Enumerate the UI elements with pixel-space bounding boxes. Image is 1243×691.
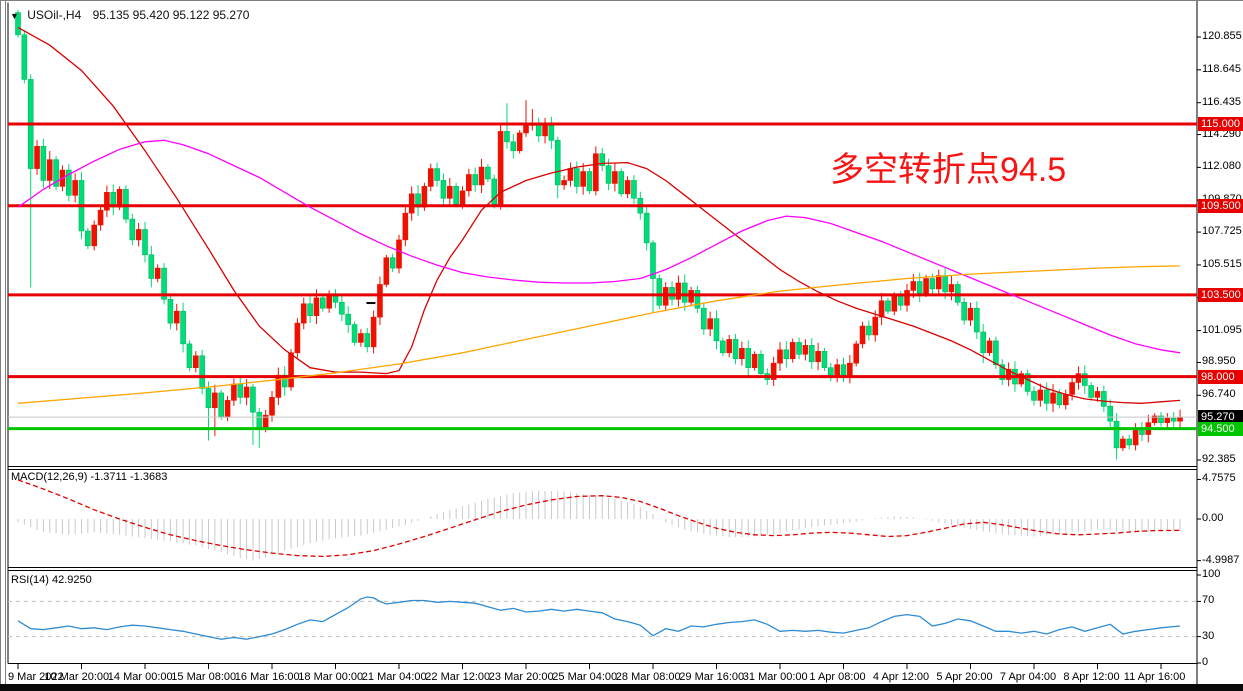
- macd-histogram: [17, 490, 1181, 561]
- level-price-badge: 115.000: [1198, 116, 1243, 131]
- price-label: 105.515: [1202, 257, 1242, 270]
- ma-line-red: [17, 26, 1181, 404]
- rsi-indicator-label: RSI(14) 42.9250: [11, 574, 92, 586]
- ma-line-orange: [17, 265, 1181, 404]
- level-price-badge: 98.000: [1198, 369, 1243, 384]
- time-label: 16 Mar 16:00: [234, 671, 300, 683]
- price-label: 98.950: [1202, 355, 1236, 368]
- time-label: 1 Apr 08:00: [809, 671, 866, 683]
- price-label: 92.385: [1202, 453, 1236, 465]
- time-label: 23 Mar 20:00: [488, 671, 554, 683]
- time-label: 5 Apr 20:00: [936, 671, 993, 683]
- time-label: 4 Apr 12:00: [872, 671, 930, 683]
- main-price-panel[interactable]: [8, 9, 1197, 460]
- annotation-text[interactable]: 多空转折点94.5: [830, 151, 1067, 189]
- macd-indicator-label: MACD(12,26,9) -1.3711 -1.3683: [11, 471, 168, 483]
- price-label: 120.855: [1202, 30, 1242, 42]
- time-label: 31 Mar 00:00: [742, 671, 808, 683]
- time-label: 10 Mar 20:00: [44, 671, 110, 683]
- symbol-dropdown-icon[interactable]: ▼: [10, 11, 19, 21]
- time-label: 21 Mar 04:00: [361, 671, 427, 683]
- symbol-name: USOil-,H4: [27, 8, 82, 22]
- time-label: 28 Mar 08:00: [615, 671, 681, 683]
- rsi-axis-label: 30: [1202, 629, 1215, 642]
- time-label: 11 Apr 16:00: [1123, 671, 1186, 683]
- time-label: 14 Mar 00:00: [107, 671, 173, 683]
- rsi-axis-label: 70: [1202, 594, 1215, 607]
- price-label: 116.435: [1202, 95, 1241, 108]
- price-label: 96.740: [1202, 388, 1236, 401]
- price-label: 101.095: [1202, 323, 1242, 336]
- macd-axis-label: 0.00: [1202, 512, 1224, 524]
- level-price-badge: 94.500: [1198, 421, 1243, 436]
- macd-axis-label: 4.7575: [1202, 472, 1236, 485]
- ma-line-magenta: [17, 139, 1181, 354]
- chart-title-bar[interactable]: ▼ USOil-,H4 95.135 95.420 95.122 95.270: [10, 8, 249, 22]
- macd-panel[interactable]: [17, 479, 1181, 561]
- price-label: 112.080: [1202, 160, 1241, 173]
- level-price-badge: 103.500: [1198, 287, 1243, 302]
- rsi-axis-label: 0: [1202, 656, 1209, 668]
- time-label: 22 Mar 12:00: [425, 671, 491, 683]
- candles-layer: [15, 9, 1183, 460]
- rsi-panel[interactable]: [8, 596, 1197, 640]
- time-label: 18 Mar 00:00: [298, 671, 364, 683]
- window-bottom-edge: [0, 684, 1243, 691]
- rsi-axis-label: 100: [1202, 568, 1221, 580]
- time-label: 15 Mar 08:00: [171, 671, 237, 683]
- window-frame-top: [0, 0, 1243, 1]
- ohlc-values: 95.135 95.420 95.122 95.270: [92, 8, 250, 22]
- window-frame-left-outer: [0, 0, 1, 691]
- dash-marker: [366, 302, 376, 305]
- time-label: 9 Mar 2022: [8, 671, 64, 683]
- macd-signal-line: [17, 479, 1181, 558]
- level-price-badge: 109.500: [1198, 198, 1243, 213]
- price-label: 118.645: [1202, 62, 1241, 75]
- panel-borders: [7, 0, 1198, 685]
- rsi-line: [17, 596, 1181, 640]
- window-frame-left-inner: [5, 0, 6, 684]
- time-label: 7 Apr 04:00: [999, 671, 1057, 683]
- time-label: 25 Mar 04:00: [552, 671, 618, 683]
- price-label: 107.725: [1202, 225, 1242, 238]
- time-label: 29 Mar 16:00: [679, 671, 745, 683]
- current-price-badge: 95.270: [1198, 410, 1243, 425]
- macd-axis-label: -4.9987: [1202, 553, 1240, 566]
- time-label: 8 Apr 12:00: [1063, 671, 1120, 683]
